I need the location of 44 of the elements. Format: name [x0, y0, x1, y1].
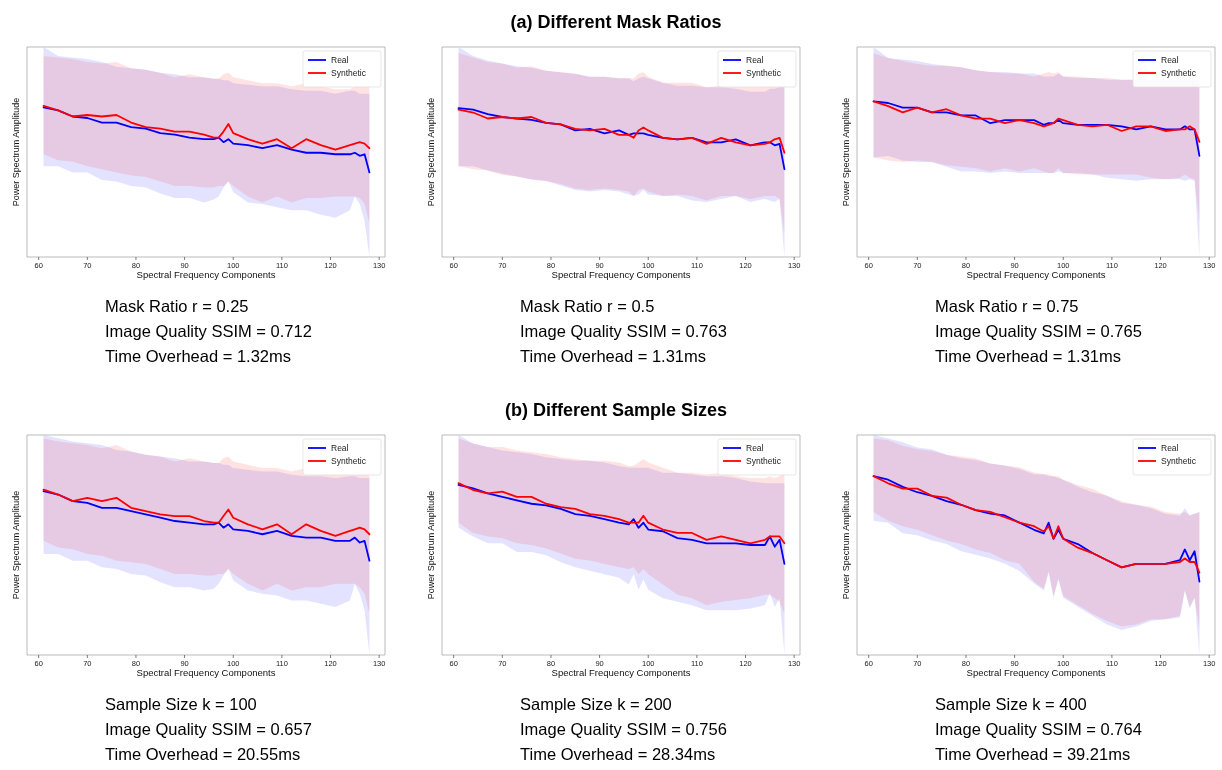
y-axis-title: Power Spectrum Amplitude — [426, 97, 436, 207]
text: Image Quality SSIM = 0.764 — [935, 720, 1142, 738]
text: Image Quality SSIM = 0.657 — [105, 720, 312, 738]
legend-label: Synthetic — [331, 68, 367, 78]
text: Sample Size k = 100 — [105, 695, 257, 713]
legend-label: Synthetic — [746, 68, 782, 78]
y-axis-title: Power Spectrum Amplitude — [841, 490, 851, 600]
y-axis-title: Power Spectrum Amplitude — [426, 490, 436, 600]
text: Mask Ratio r = 0.25 — [105, 297, 249, 315]
legend-label: Real — [746, 55, 764, 65]
text: Time Overhead = 39.21ms — [935, 745, 1131, 763]
y-axis-title: Power Spectrum Amplitude — [11, 97, 21, 207]
text: Sample Size k = 400 — [935, 695, 1087, 713]
y-axis-title: Power Spectrum Amplitude — [11, 490, 21, 600]
legend-label: Synthetic — [1161, 456, 1197, 466]
text: Image Quality SSIM = 0.756 — [520, 720, 727, 738]
text: Time Overhead = 28.34ms — [520, 745, 716, 763]
legend-label: Synthetic — [746, 456, 782, 466]
text: Time Overhead = 20.55ms — [105, 745, 301, 763]
legend-label: Synthetic — [1161, 68, 1197, 78]
x-axis-title: Spectral Frequency Components — [966, 667, 1106, 678]
legend-label: Real — [331, 443, 349, 453]
text: Mask Ratio r = 0.5 — [520, 297, 655, 315]
legend-label: Synthetic — [331, 456, 367, 466]
text: Time Overhead = 1.31ms — [935, 347, 1122, 365]
x-axis-title: Spectral Frequency Components — [551, 269, 691, 280]
x-axis-title: Spectral Frequency Components — [136, 269, 276, 280]
legend-label: Real — [1161, 55, 1179, 65]
text: Image Quality SSIM = 0.765 — [935, 322, 1142, 340]
text: Sample Size k = 200 — [520, 695, 672, 713]
x-axis-title: Spectral Frequency Components — [551, 667, 691, 678]
chart-title: (a) Different Mask Ratios — [510, 12, 722, 32]
text: Mask Ratio r = 0.75 — [935, 297, 1079, 315]
text: Time Overhead = 1.32ms — [105, 347, 292, 365]
y-axis-title: Power Spectrum Amplitude — [841, 97, 851, 207]
legend-label: Real — [746, 443, 764, 453]
legend-label: Real — [331, 55, 349, 65]
text: Image Quality SSIM = 0.712 — [105, 322, 312, 340]
text: Time Overhead = 1.31ms — [520, 347, 707, 365]
legend-label: Real — [1161, 443, 1179, 453]
chart-title: (b) Different Sample Sizes — [504, 400, 728, 420]
x-axis-title: Spectral Frequency Components — [136, 667, 276, 678]
text: Image Quality SSIM = 0.763 — [520, 322, 727, 340]
x-axis-title: Spectral Frequency Components — [966, 269, 1106, 280]
